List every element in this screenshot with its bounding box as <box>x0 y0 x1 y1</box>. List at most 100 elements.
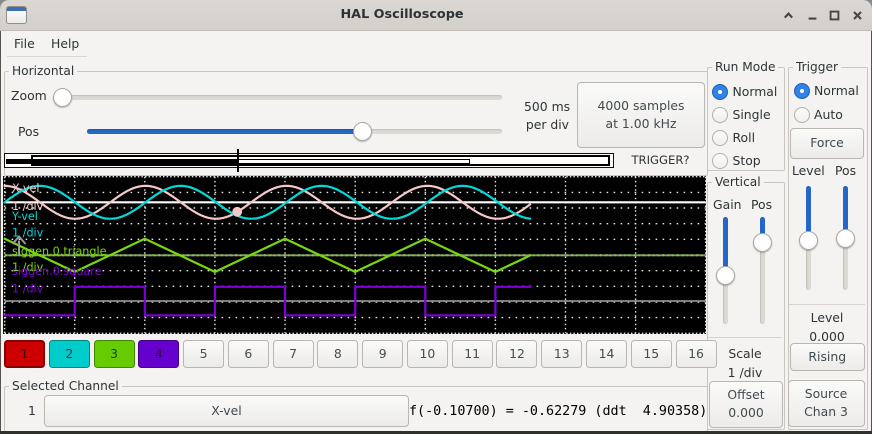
channel-button-label: 15 <box>643 346 660 362</box>
channel-button-1[interactable]: 1 <box>4 340 45 368</box>
samples-line2: at 1.00 kHz <box>605 116 677 131</box>
trigger-edge-button[interactable]: Rising <box>790 343 865 371</box>
channel-button-9[interactable]: 9 <box>362 340 404 368</box>
channel-button-14[interactable]: 14 <box>586 340 627 368</box>
trigger-level-slider-fill <box>805 186 811 241</box>
selected-channel-name: X-vel <box>211 402 242 418</box>
channel-button-2[interactable]: 2 <box>48 340 90 368</box>
channel-button-6[interactable]: 6 <box>227 340 269 368</box>
run-mode-radio-label: Roll <box>732 130 756 146</box>
run-mode-radio-roll[interactable] <box>712 130 728 147</box>
channel-button-7[interactable]: 7 <box>272 340 314 368</box>
vertical-pos-slider-fill <box>760 217 766 243</box>
trigger-status-label: TRIGGER? <box>631 153 690 167</box>
vertical-offset-line2: 0.000 <box>728 405 764 421</box>
channel-button-16[interactable]: 16 <box>675 340 717 368</box>
run-mode-radio-stop[interactable] <box>712 153 728 169</box>
channel-button-8[interactable]: 8 <box>317 340 359 368</box>
vertical-group: Vertical <box>707 175 785 430</box>
channel-button-15[interactable]: 15 <box>630 340 672 368</box>
force-button[interactable]: Force <box>790 128 864 159</box>
trigger-level-value: 0.000 <box>809 328 845 344</box>
run-mode-radio-label: Normal <box>732 83 778 99</box>
vertical-pos-label: Pos <box>751 196 773 212</box>
vertical-offset-button[interactable]: Offset 0.000 <box>709 381 783 428</box>
zoom-slider-handle[interactable] <box>53 88 72 107</box>
trigger-source-line1: Source <box>804 385 848 401</box>
trigger-level-caption: Level <box>810 310 844 325</box>
trigger-separator <box>789 304 865 305</box>
timeline-trigger-cursor[interactable] <box>236 149 239 172</box>
channel-button-11[interactable]: 11 <box>451 340 493 368</box>
zoom-label: Zoom <box>11 88 47 103</box>
force-button-label: Force <box>810 135 844 151</box>
menu-help[interactable]: Help <box>51 36 80 51</box>
channel-button-label: 7 <box>289 346 298 362</box>
app-window-icon[interactable] <box>6 6 27 24</box>
vertical-pos-slider-handle[interactable] <box>753 232 773 252</box>
record-settings-button[interactable]: 4000 samples at 1.00 kHz <box>577 82 705 148</box>
channel-button-4[interactable]: 4 <box>138 340 180 368</box>
svg-text:1 /div: 1 /div <box>12 226 44 239</box>
horizontal-group-title: Horizontal <box>9 64 78 79</box>
channel-button-3[interactable]: 3 <box>93 340 135 368</box>
timeline-captured-bar <box>6 158 238 164</box>
trigger-edge-label: Rising <box>808 348 847 364</box>
trigger-radio-auto[interactable] <box>793 106 810 123</box>
channel-button-label: 3 <box>110 346 118 362</box>
zoom-slider-track[interactable] <box>53 95 502 100</box>
channel-readout: f(-0.10700) = -0.62279 (ddt 4.90358) <box>409 404 708 419</box>
shade-icon[interactable] <box>776 0 800 30</box>
svg-text:1 /div: 1 /div <box>12 261 44 274</box>
channel-button-12[interactable]: 12 <box>496 340 538 368</box>
channel-button-5[interactable]: 5 <box>183 340 225 368</box>
svg-text:siggen.0.triangle: siggen.0.triangle <box>12 245 107 258</box>
channel-button-label: 1 <box>20 346 29 362</box>
trigger-level-slider-handle[interactable] <box>798 231 818 251</box>
pos-slider-handle[interactable] <box>353 122 373 141</box>
channel-button-label: 11 <box>464 346 481 362</box>
channel-button-label: 8 <box>333 346 342 362</box>
trigger-pos-slider-handle[interactable] <box>836 229 856 249</box>
vertical-offset-line1: Offset <box>727 386 765 402</box>
channel-button-label: 9 <box>378 346 387 362</box>
svg-text:1 /div: 1 /div <box>12 283 44 296</box>
trigger-level-label: Level <box>792 163 825 178</box>
vertical-scale-caption: Scale <box>728 345 762 361</box>
minimize-icon[interactable] <box>800 0 824 30</box>
titlebar <box>0 0 872 31</box>
menubar-underline <box>7 56 87 57</box>
trigger-radio-normal[interactable] <box>793 83 810 100</box>
svg-text:siggen.0.square: siggen.0.square <box>12 265 102 278</box>
trigger-pos-slider-fill <box>843 186 849 239</box>
vertical-scale-value: 1 /div <box>727 364 763 380</box>
rate-line1: 500 ms <box>524 99 571 114</box>
vertical-group-title: Vertical <box>712 175 764 190</box>
scope-display[interactable]: X-vel 1 /div Y-vel 1 /div siggen.0.triangle 1… <box>3 175 707 335</box>
trigger-source-button[interactable]: Source Chan 3 <box>787 380 865 427</box>
maximize-icon[interactable] <box>822 0 846 30</box>
run-mode-radio-single[interactable] <box>712 106 728 123</box>
selected-channel-index: 1 <box>28 403 36 418</box>
selected-channel-name-button[interactable]: X-vel <box>44 395 409 427</box>
pos-label: Pos <box>18 124 40 139</box>
channel-button-label: 13 <box>553 346 570 362</box>
capture-timeline[interactable] <box>4 153 614 168</box>
channel-button-13[interactable]: 13 <box>541 340 583 368</box>
run-mode-group-title: Run Mode <box>712 60 779 75</box>
run-mode-radio-label: Stop <box>732 153 761 168</box>
close-icon[interactable] <box>845 0 869 30</box>
run-mode-radio-normal[interactable] <box>712 83 728 100</box>
channel-button-label: 12 <box>509 346 525 362</box>
trigger-pos-label: Pos <box>835 163 857 178</box>
channel-button-label: 14 <box>598 346 615 362</box>
channel-button-10[interactable]: 10 <box>406 340 448 368</box>
window-bottom-border <box>0 431 872 434</box>
vertical-separator <box>708 337 782 338</box>
vertical-gain-label: Gain <box>713 196 742 212</box>
menu-file[interactable]: File <box>14 36 35 51</box>
vertical-pos-slider-track[interactable] <box>760 217 766 324</box>
vertical-gain-slider-handle[interactable] <box>715 266 735 286</box>
rate-line2: per div <box>525 117 569 132</box>
channel-button-label: 2 <box>65 346 74 362</box>
